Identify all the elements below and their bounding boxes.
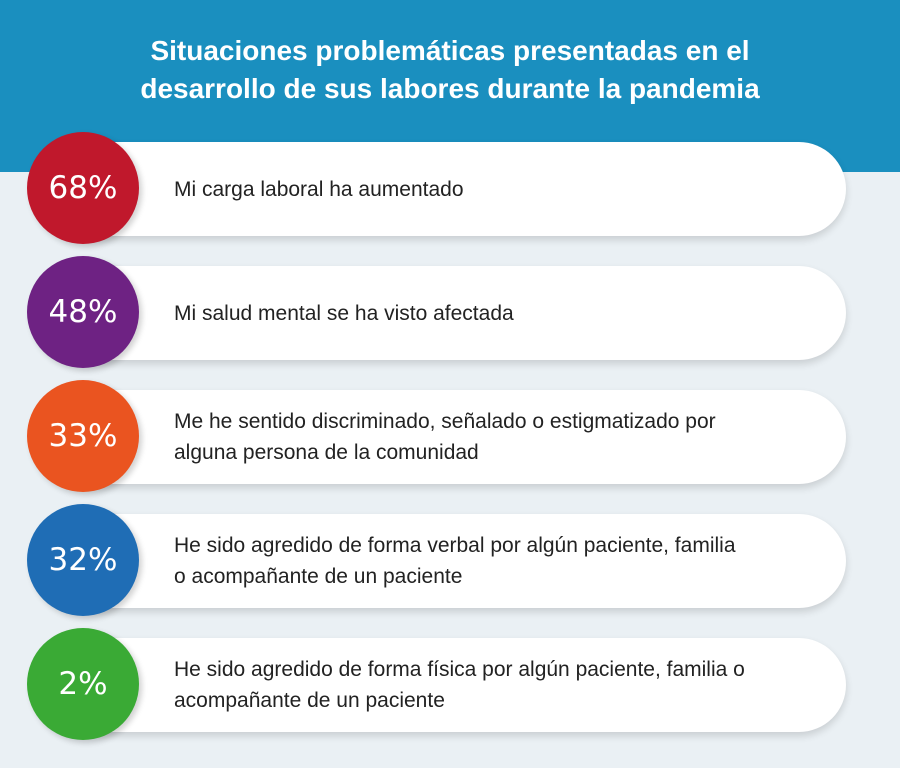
category-pill bbox=[58, 390, 846, 484]
value-label: 33% bbox=[48, 418, 118, 454]
category-label-line: Me he sentido discriminado, señalado o e… bbox=[174, 410, 716, 433]
chart-title-line: Situaciones problemáticas presentadas en… bbox=[150, 35, 750, 66]
category-label: He sido agredido de forma verbal por alg… bbox=[174, 514, 814, 608]
category-label-line: o acompañante de un paciente bbox=[174, 565, 463, 588]
chart-row: 2% He sido agredido de forma física por a… bbox=[0, 624, 900, 740]
category-pill bbox=[58, 266, 846, 360]
category-label-line: He sido agredido de forma verbal por alg… bbox=[174, 534, 736, 557]
chart-row: 68% Mi carga laboral ha aumentado bbox=[0, 128, 900, 244]
chart-row: 48% Mi salud mental se ha visto afectada bbox=[0, 252, 900, 368]
category-label: He sido agredido de forma física por alg… bbox=[174, 638, 814, 732]
value-label: 68% bbox=[48, 170, 118, 206]
category-pill bbox=[58, 638, 846, 732]
category-label-line: Mi carga laboral ha aumentado bbox=[174, 177, 464, 201]
category-pill bbox=[58, 514, 846, 608]
value-circle: 2% bbox=[27, 628, 139, 740]
chart-title: Situaciones problemáticas presentadas en… bbox=[40, 32, 860, 108]
chart-title-line: desarrollo de sus labores durante la pan… bbox=[140, 73, 760, 104]
category-label: Mi carga laboral ha aumentado bbox=[174, 142, 814, 236]
category-label-line: Mi salud mental se ha visto afectada bbox=[174, 301, 514, 325]
category-pill bbox=[58, 142, 846, 236]
category-label-line: He sido agredido de forma física por alg… bbox=[174, 658, 745, 681]
chart-row: 32% He sido agredido de forma verbal por … bbox=[0, 500, 900, 616]
value-circle: 32% bbox=[27, 504, 139, 616]
category-label-line: acompañante de un paciente bbox=[174, 689, 445, 712]
category-label: Mi salud mental se ha visto afectada bbox=[174, 266, 814, 360]
value-circle: 68% bbox=[27, 132, 139, 244]
chart-row: 33% Me he sentido discriminado, señalado … bbox=[0, 376, 900, 492]
category-label: Me he sentido discriminado, señalado o e… bbox=[174, 390, 814, 484]
value-circle: 48% bbox=[27, 256, 139, 368]
value-label: 48% bbox=[48, 294, 118, 330]
value-label: 2% bbox=[58, 666, 108, 702]
value-circle: 33% bbox=[27, 380, 139, 492]
category-label-line: alguna persona de la comunidad bbox=[174, 441, 479, 464]
value-label: 32% bbox=[48, 542, 118, 578]
